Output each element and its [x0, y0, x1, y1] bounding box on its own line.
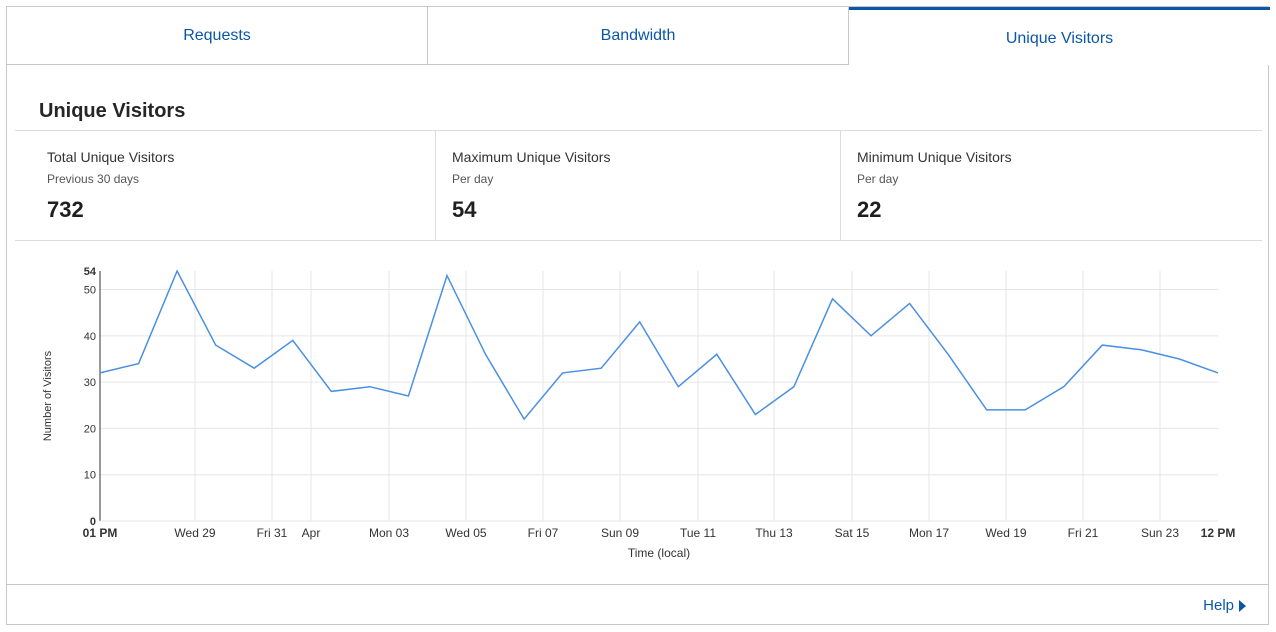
stat-minimum-label: Minimum Unique Visitors	[857, 149, 1012, 165]
x-tick-label: Mon 17	[909, 526, 949, 540]
x-tick-label: Wed 29	[174, 526, 215, 540]
data-point	[1100, 343, 1104, 347]
data-point	[715, 352, 719, 356]
data-point	[368, 385, 372, 389]
data-point	[792, 385, 796, 389]
stat-minimum: Minimum Unique Visitors Per day 22	[841, 131, 1262, 240]
data-point	[1023, 408, 1027, 412]
data-point	[1139, 348, 1143, 352]
stat-maximum: Maximum Unique Visitors Per day 54	[436, 131, 841, 240]
stat-maximum-sub: Per day	[452, 172, 494, 186]
data-point	[1177, 357, 1181, 361]
chart-grid	[100, 271, 1218, 521]
data-point	[599, 366, 603, 370]
series-points	[98, 269, 1220, 421]
stat-minimum-sub: Per day	[857, 172, 899, 186]
data-point	[1062, 385, 1066, 389]
y-tick-label: 20	[84, 423, 96, 435]
x-axis-label: Time (local)	[628, 546, 690, 560]
help-label: Help	[1203, 597, 1234, 614]
data-point	[946, 352, 950, 356]
data-point	[753, 413, 757, 417]
stat-total: Total Unique Visitors Previous 30 days 7…	[15, 131, 436, 240]
tab-bandwidth[interactable]: Bandwidth	[428, 7, 849, 65]
stat-total-value: 732	[47, 197, 84, 222]
panel-footer: Help	[7, 584, 1268, 624]
x-tick-label: Wed 19	[985, 526, 1026, 540]
x-tick-label: 01 PM	[83, 526, 118, 540]
x-tick-label: Apr	[302, 526, 321, 540]
visitors-line-chart: 0 10 20 30 40 50 54 01 PM Wed 29 Fri 31 Apr Mon 03…	[42, 266, 1236, 560]
data-point	[252, 366, 256, 370]
y-tick-label: 10	[84, 470, 96, 482]
x-tick-label: Mon 03	[369, 526, 409, 540]
data-point	[406, 394, 410, 398]
y-tick-label: 54	[84, 266, 97, 278]
x-tick-label: Fri 07	[528, 526, 559, 540]
data-point	[98, 371, 102, 375]
data-point	[638, 320, 642, 324]
data-point	[869, 334, 873, 338]
y-tick-label: 30	[84, 377, 96, 389]
tab-bar: Requests Bandwidth Unique Visitors	[7, 7, 1270, 65]
x-tick-label: Fri 31	[257, 526, 288, 540]
chart-axes	[99, 271, 1218, 522]
data-point	[830, 297, 834, 301]
x-tick-label: Thu 13	[755, 526, 793, 540]
data-point	[137, 362, 141, 366]
x-tick-label: Sun 23	[1141, 526, 1179, 540]
data-point	[908, 301, 912, 305]
x-tick-label: Sun 09	[601, 526, 639, 540]
data-point	[561, 371, 565, 375]
stat-total-label: Total Unique Visitors	[47, 149, 175, 165]
help-link[interactable]: Help	[1203, 597, 1246, 614]
stat-total-sub: Previous 30 days	[47, 172, 140, 186]
tab-unique-visitors[interactable]: Unique Visitors	[849, 7, 1270, 65]
unique-visitors-panel: Requests Bandwidth Unique Visitors Uniqu…	[6, 6, 1270, 625]
stat-maximum-label: Maximum Unique Visitors	[452, 149, 611, 165]
data-point	[484, 352, 488, 356]
y-tick-label: 40	[84, 331, 96, 343]
data-point	[985, 408, 989, 412]
data-point	[175, 269, 179, 273]
section-title: Unique Visitors	[39, 100, 186, 122]
data-point	[214, 343, 218, 347]
x-tick-label: Tue 11	[680, 526, 716, 540]
y-tick-label: 50	[84, 285, 96, 297]
data-point	[291, 338, 295, 342]
y-axis-label: Number of Visitors	[42, 350, 54, 441]
data-point	[329, 389, 333, 393]
x-tick-label: 12 PM	[1201, 526, 1236, 540]
stat-maximum-value: 54	[452, 197, 477, 222]
stats-row: Total Unique Visitors Previous 30 days 7…	[15, 130, 1262, 241]
x-tick-labels: 01 PM Wed 29 Fri 31 Apr Mon 03 Wed 05 Fri 07 Su…	[83, 526, 1236, 540]
y-tick-label: 0	[90, 516, 96, 528]
data-point	[445, 274, 449, 278]
x-tick-label: Wed 05	[445, 526, 486, 540]
stat-minimum-value: 22	[857, 197, 882, 222]
x-tick-label: Sat 15	[835, 526, 870, 540]
data-point	[676, 385, 680, 389]
data-point	[522, 417, 526, 421]
series-line	[99, 269, 1219, 421]
tab-requests[interactable]: Requests	[7, 7, 428, 65]
x-tick-label: Fri 21	[1068, 526, 1099, 540]
caret-right-icon	[1239, 599, 1246, 612]
y-tick-labels: 0 10 20 30 40 50 54	[84, 266, 97, 528]
data-point	[1216, 371, 1220, 375]
